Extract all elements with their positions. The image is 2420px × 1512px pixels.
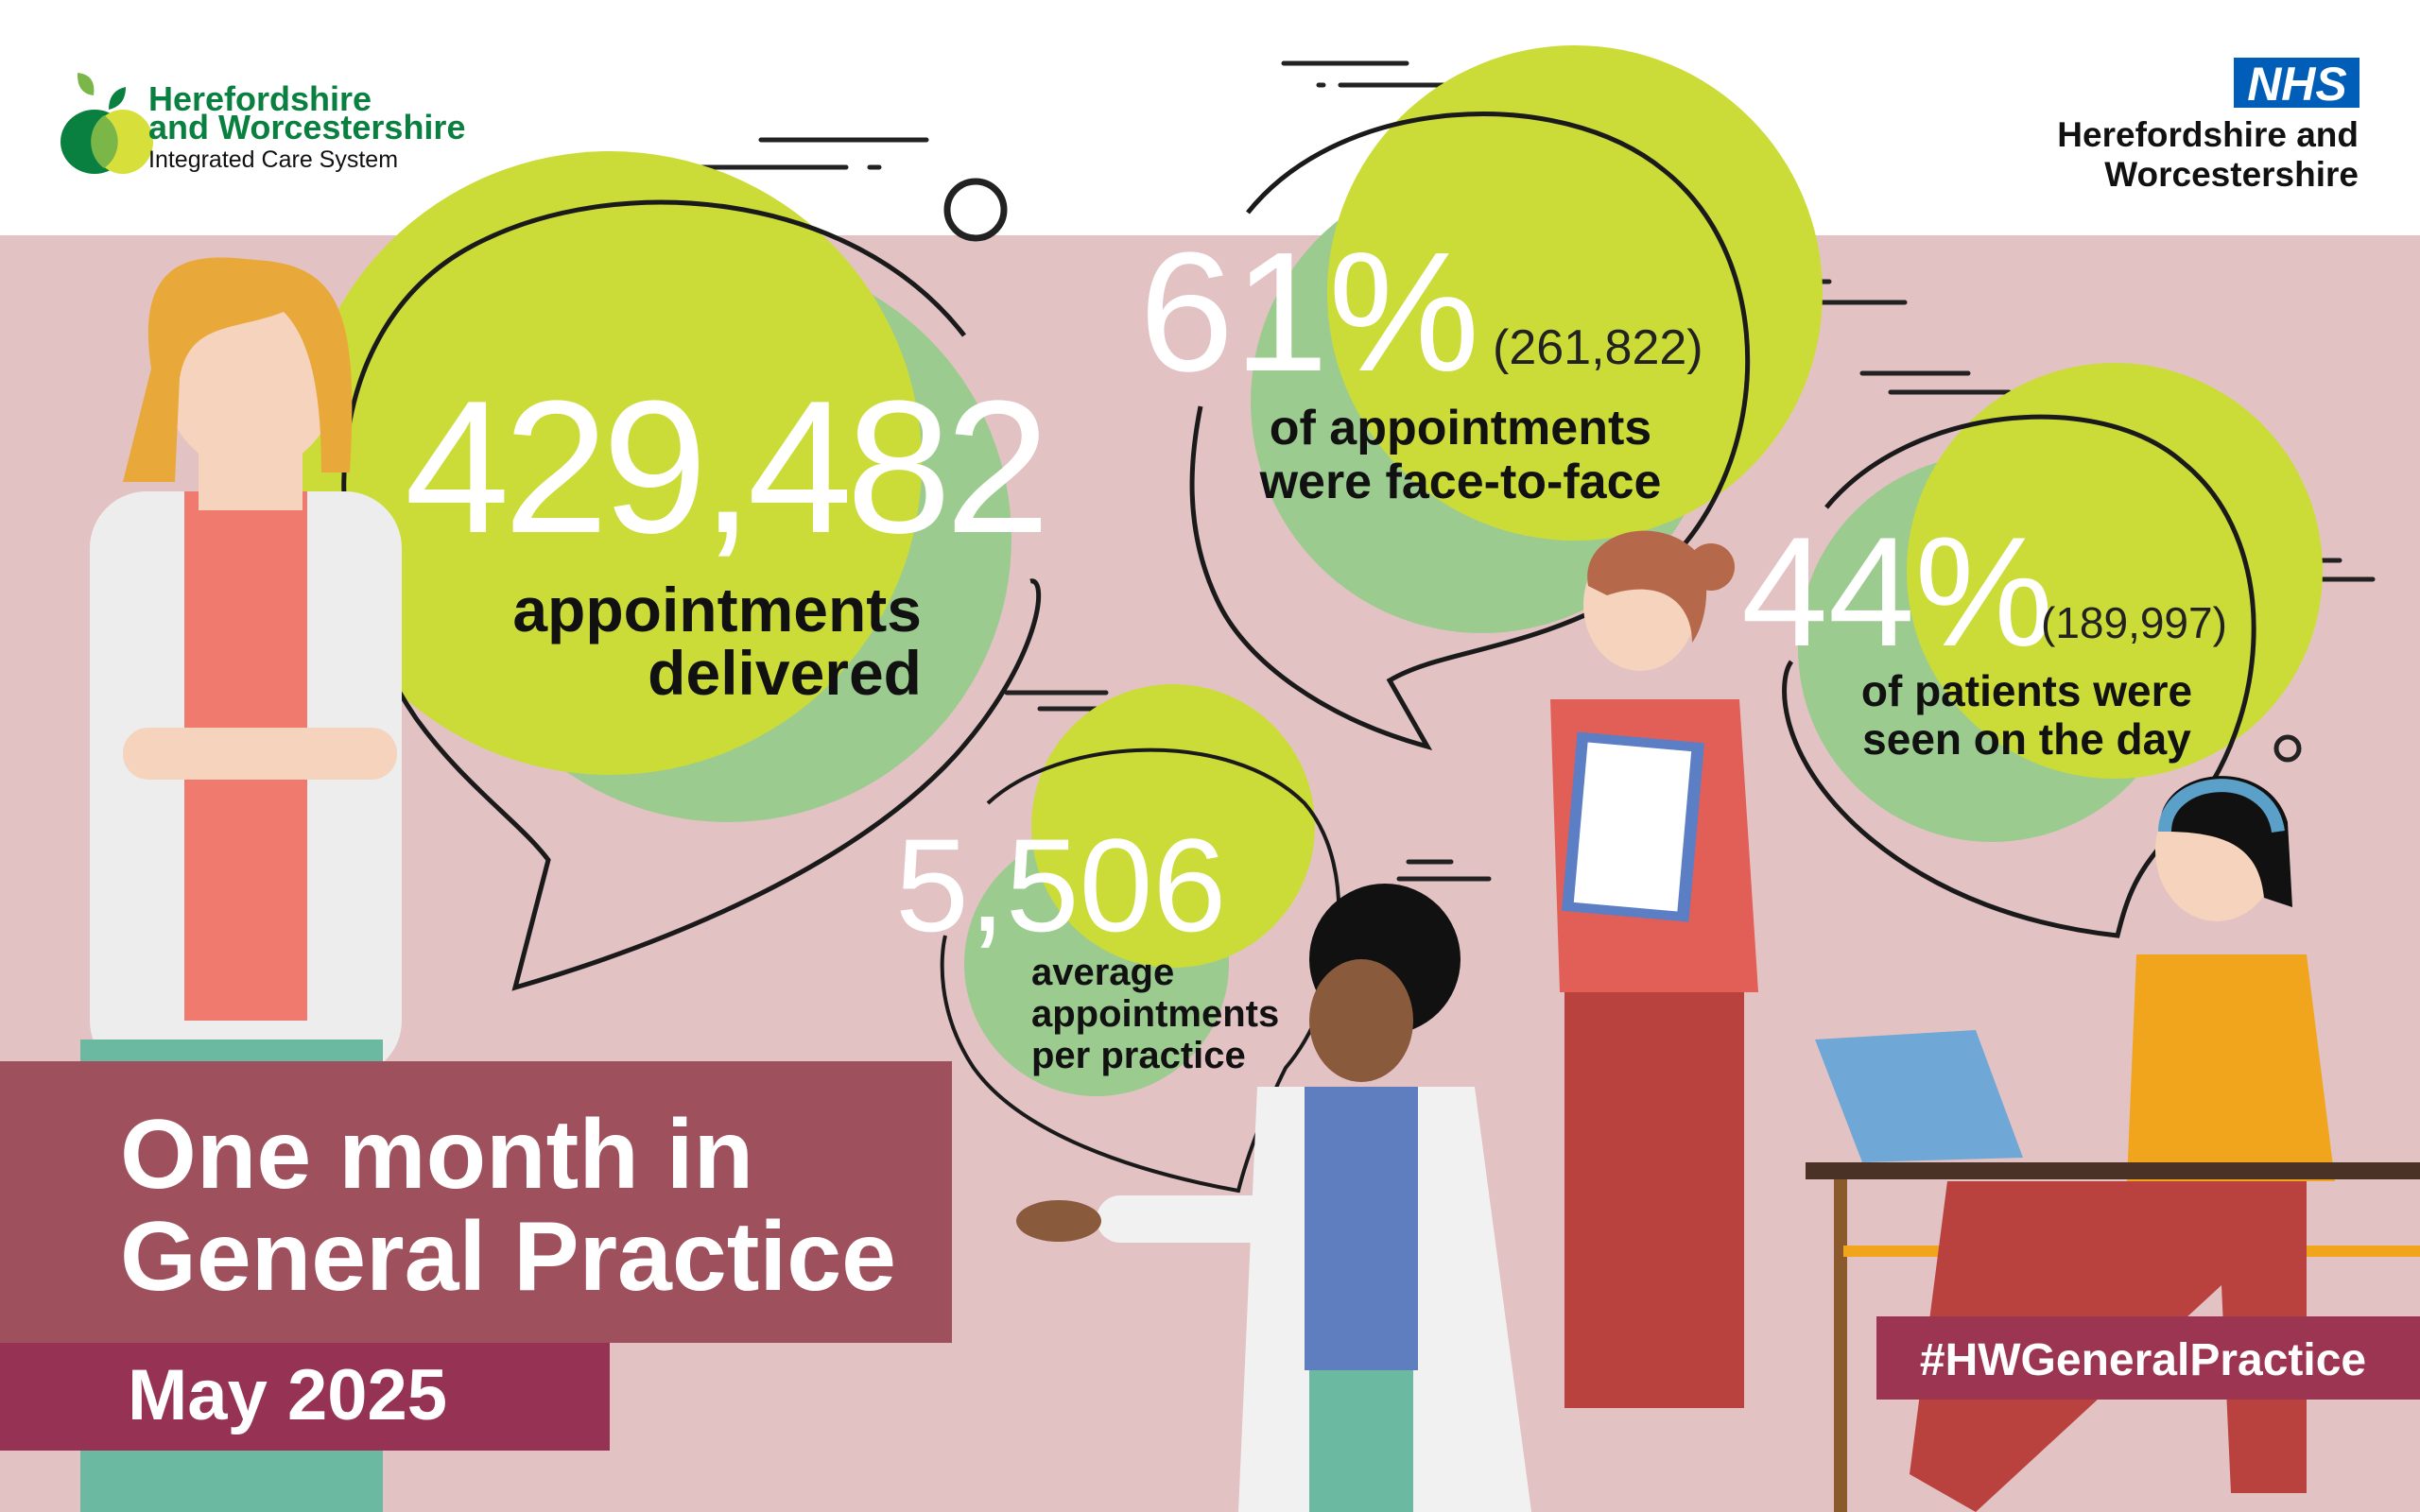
stat-value: 5,506	[895, 811, 1226, 959]
nhs-logo: NHS Herefordshire and Worcestershire	[2057, 58, 2360, 194]
ics-logo: Herefordshire and Worcestershire Integra…	[60, 73, 465, 174]
nhs-badge	[2234, 58, 2360, 108]
stat-bubble-appointments: 429,482 appointments delivered	[298, 151, 1050, 991]
nhs-logo-line2: Worcestershire	[2104, 155, 2359, 194]
stat-label-line1: appointments	[512, 575, 922, 644]
page-title-line2: General Practice	[120, 1202, 896, 1312]
stat-bubble-per-practice: 5,506 average appointments per practice	[895, 684, 1341, 1194]
period-box	[0, 1343, 610, 1451]
nhs-logo-line1: Herefordshire and	[2057, 115, 2359, 154]
page-title-line1: One month in	[120, 1100, 753, 1210]
stat-label-line2: seen on the day	[1862, 714, 2191, 764]
stat-label-line1: of appointments	[1270, 401, 1651, 455]
bubble-lime-circle	[1907, 363, 2323, 779]
period-label: May 2025	[128, 1355, 447, 1435]
nurse-illustration	[1550, 530, 1758, 1408]
speech-bubble-outline	[341, 199, 1042, 991]
title-box	[0, 1061, 952, 1343]
bubble-lime-circle	[1327, 45, 1823, 541]
ics-logo-line1: Herefordshire	[148, 79, 372, 118]
stat-bubble-same-day: 44% (189,997) of patients were seen on t…	[1741, 363, 2323, 938]
decorative-ring	[2273, 734, 2302, 763]
stat-label-line2: delivered	[648, 638, 922, 708]
stat-count: (261,822)	[1493, 320, 1703, 375]
stat-count: (189,997)	[2041, 598, 2227, 647]
nhs-badge-text: NHS	[2247, 58, 2347, 111]
stat-value: 44%	[1741, 505, 2053, 679]
ics-logo-line3: Integrated Care System	[148, 146, 398, 173]
stat-value: 61%	[1139, 217, 1479, 407]
call-handler-illustration	[1806, 776, 2420, 1512]
stat-label-line1: of patients were	[1861, 666, 2192, 715]
stat-value: 429,482	[405, 362, 1050, 573]
decorative-ring	[943, 178, 1008, 242]
doctor-illustration-center	[1016, 884, 1531, 1512]
stat-label-line3: per practice	[1031, 1035, 1246, 1076]
bubble-lime-circle	[298, 151, 922, 775]
apple-logo-icon	[60, 73, 153, 174]
stat-label-line2: were face-to-face	[1259, 455, 1662, 509]
hashtag-banner: #HWGeneralPractice	[1876, 1316, 2420, 1400]
hashtag-box	[1876, 1316, 2420, 1400]
title-block: One month in General Practice May 2025	[0, 1061, 952, 1451]
ics-logo-line2: and Worcestershire	[148, 108, 465, 146]
stat-label-line2: appointments	[1031, 993, 1279, 1035]
stat-label-line1: average	[1031, 952, 1174, 993]
hashtag-text: #HWGeneralPractice	[1920, 1335, 2366, 1385]
